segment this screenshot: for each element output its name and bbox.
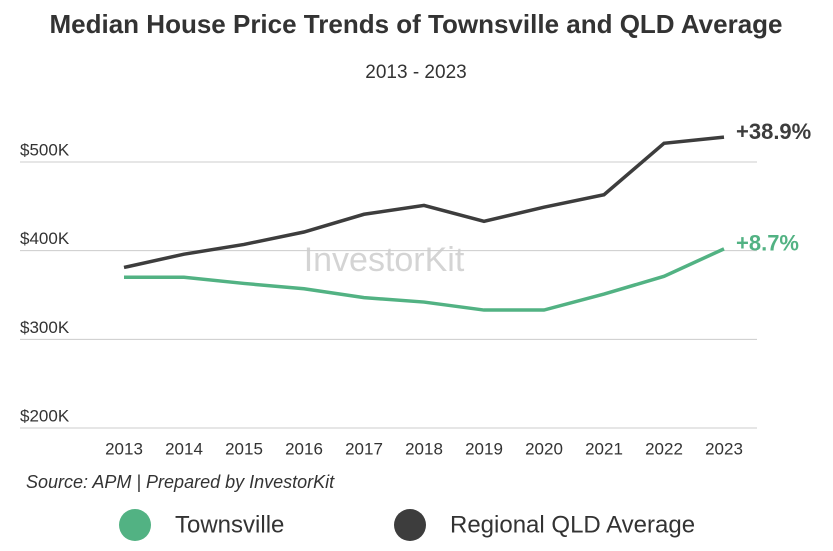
- y-tick-label: $300K: [20, 318, 70, 337]
- x-tick-label: 2017: [345, 439, 383, 458]
- end-label: +8.7%: [736, 231, 799, 256]
- watermark: InvestorKit: [304, 241, 465, 279]
- chart-title: Median House Price Trends of Townsville …: [50, 9, 783, 39]
- series-line: [124, 247, 725, 312]
- series-line: [123, 135, 725, 270]
- end-label: +38.9%: [736, 119, 811, 144]
- x-tick-label: 2015: [225, 439, 263, 458]
- legend-label: Regional QLD Average: [450, 511, 695, 538]
- legend-marker: [119, 509, 151, 541]
- legend-marker: [394, 509, 426, 541]
- x-tick-label: 2019: [465, 439, 503, 458]
- x-tick-label: 2022: [645, 439, 683, 458]
- y-tick-label: $500K: [20, 140, 70, 159]
- y-tick-label: $200K: [20, 406, 70, 425]
- x-tick-label: 2013: [105, 439, 143, 458]
- source-note: Source: APM | Prepared by InvestorKit: [26, 472, 335, 492]
- chart-subtitle: 2013 - 2023: [365, 62, 466, 83]
- y-tick-label: $400K: [20, 229, 70, 248]
- x-tick-label: 2018: [405, 439, 443, 458]
- legend-label: Townsville: [175, 511, 284, 538]
- x-tick-label: 2023: [705, 439, 743, 458]
- x-tick-label: 2020: [525, 439, 563, 458]
- x-tick-label: 2014: [165, 439, 203, 458]
- x-tick-label: 2016: [285, 439, 323, 458]
- x-tick-label: 2021: [585, 439, 623, 458]
